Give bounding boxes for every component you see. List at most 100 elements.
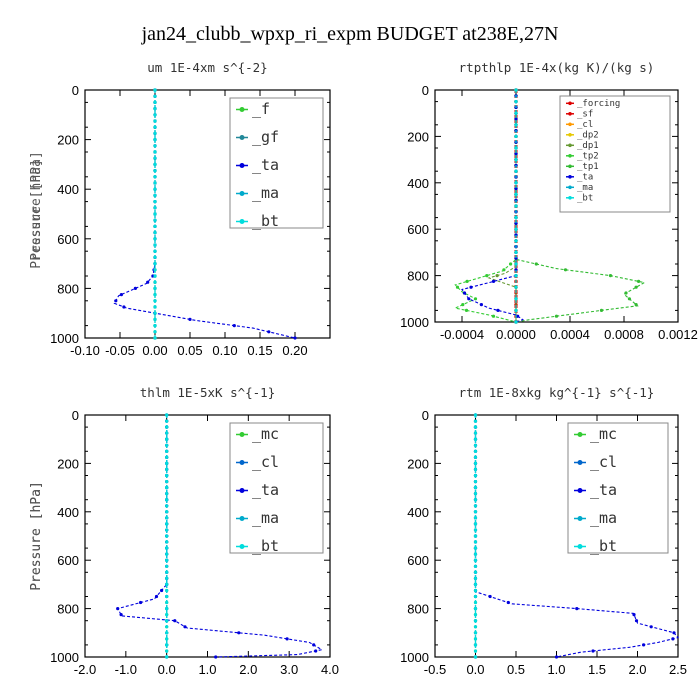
data-point (153, 206, 157, 210)
data-point (514, 320, 518, 324)
y-tick-label: 400 (407, 176, 429, 191)
data-point (514, 256, 518, 260)
legend-entry: _gf (252, 128, 279, 146)
legend-box (567, 422, 669, 554)
x-tick-label: 0.5 (507, 662, 525, 677)
x-tick-label: -0.0004 (440, 327, 484, 342)
data-point (473, 637, 478, 641)
data-point (473, 455, 478, 459)
legend-entry: _mc (590, 425, 617, 443)
data-point (455, 285, 460, 289)
legend: _mc _cl _ta _ma _bt (567, 422, 669, 555)
legend-box (229, 97, 324, 229)
data-point (165, 552, 169, 556)
data-point (165, 522, 169, 526)
data-point (462, 291, 467, 295)
x-tick-label: -0.05 (105, 343, 135, 358)
data-point (473, 582, 478, 587)
data-point (473, 576, 478, 581)
data-point (153, 231, 157, 235)
series-line-ta (474, 415, 679, 658)
legend-entry: _cl (252, 453, 279, 471)
data-point (153, 324, 157, 328)
data-point (165, 461, 169, 465)
data-point (473, 437, 478, 441)
data-point (514, 239, 518, 243)
legend-marker (577, 460, 583, 465)
x-tick-label: 4.0 (321, 662, 339, 677)
y-tick-label: 0 (422, 83, 429, 98)
data-point (165, 498, 169, 502)
data-point (173, 619, 177, 623)
data-point (165, 467, 169, 471)
data-point (314, 649, 318, 653)
x-tick-label: -1.0 (115, 662, 137, 677)
x-tick-label: 1.0 (198, 662, 216, 677)
legend-marker (239, 107, 245, 112)
y-tick-label: 800 (57, 602, 79, 617)
legend-entry: _bt (252, 537, 279, 555)
x-tick-label: 0.0 (466, 662, 484, 677)
data-point (514, 268, 518, 272)
y-tick-label: 400 (57, 182, 79, 197)
y-axis-label: Pressure [hPa] (29, 151, 44, 261)
data-point (165, 425, 169, 429)
data-point (119, 293, 123, 297)
data-point (165, 443, 169, 447)
x-tick-label: 0.0000 (496, 327, 536, 342)
legend-entry: _sf (577, 110, 593, 120)
legend-entry: _ma (577, 183, 593, 193)
legend-entry: _ma (252, 184, 279, 202)
data-point (285, 637, 289, 641)
x-tick-label: 1.5 (588, 662, 606, 677)
panel-title: um 1E-4xm s^{-2} (147, 60, 267, 75)
data-point (188, 317, 192, 321)
data-point (591, 649, 595, 653)
data-point (153, 138, 157, 142)
data-point (632, 613, 636, 617)
panel-3: thlm 1E-5xK s^{-1} Pressure [hPa] 0 200 400 6… (29, 385, 339, 677)
data-point (514, 134, 518, 138)
data-point (627, 297, 632, 301)
data-point (634, 285, 638, 289)
data-point (491, 314, 496, 318)
data-point (153, 113, 157, 117)
data-point (514, 192, 518, 196)
data-point (473, 297, 478, 301)
legend-entry: _bt (252, 212, 279, 230)
panel-title: rtm 1E-8xkg kg^{-1} s^{-1} (459, 385, 655, 400)
legend-marker (239, 544, 245, 549)
data-point (165, 492, 169, 496)
data-point (165, 631, 169, 635)
panel-1: um 1E-4xm s^{-2} Pressure [hPa] 0 200 400 600… (29, 60, 331, 358)
y-tick-label: 0 (422, 408, 429, 423)
data-point (153, 280, 157, 284)
data-point (473, 594, 478, 599)
data-point (473, 570, 478, 574)
x-tick-label: 3.0 (280, 662, 298, 677)
legend-marker (568, 164, 572, 169)
data-point (165, 607, 169, 611)
legend-marker (577, 516, 583, 521)
x-tick-label: 0.0012 (658, 327, 698, 342)
legend-marker (568, 112, 572, 116)
data-point (165, 649, 169, 653)
legend-entry: _bt (590, 537, 617, 555)
data-point (473, 443, 478, 447)
legend-entry: _mc (252, 425, 279, 443)
x-tick-label: 2.0 (239, 662, 257, 677)
y-tick-label: 1000 (400, 315, 429, 330)
x-tick-label: 2.5 (669, 662, 687, 677)
y-tick-label: 1000 (400, 650, 429, 665)
data-point (165, 643, 169, 647)
data-point (534, 262, 538, 266)
panel-title: rtpthlp 1E-4x(kg K)/(kg s) (459, 60, 655, 75)
data-point (509, 262, 513, 266)
data-point (514, 169, 518, 173)
legend-entry: _f (252, 100, 270, 118)
data-point (473, 649, 478, 653)
x-tick-label: 0.20 (282, 343, 307, 358)
data-point (165, 582, 169, 587)
data-point (153, 107, 157, 111)
panel-2: rtpthlp 1E-4x(kg K)/(kg s) Pressure [hPa]… (29, 60, 698, 342)
